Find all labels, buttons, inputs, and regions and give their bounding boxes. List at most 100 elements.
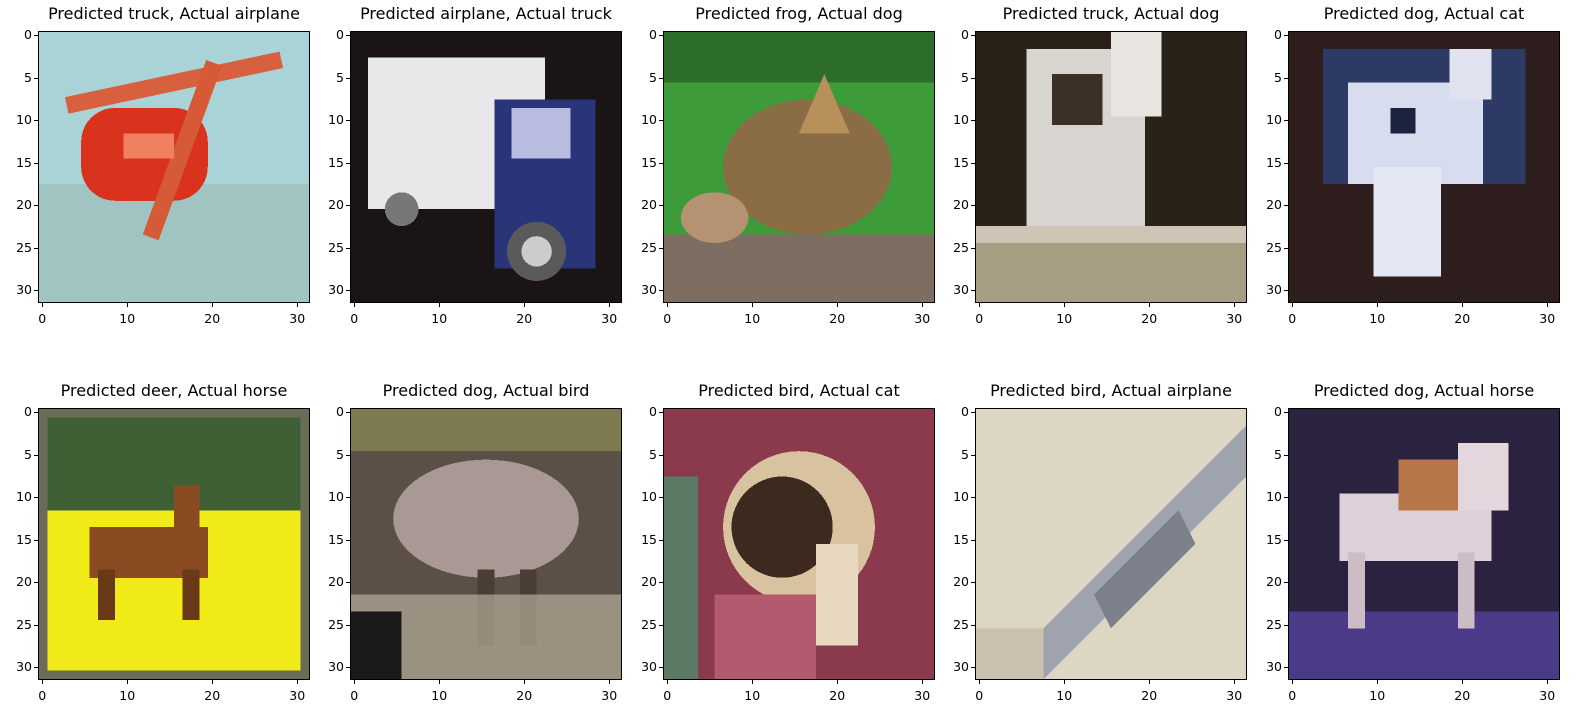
y-tick-label: 5 [1274,446,1282,462]
sample-image [350,31,622,303]
y-tick-label: 25 [953,239,969,255]
y-tick-label: 5 [649,446,657,462]
y-tick-mark [34,77,38,79]
y-tick-mark [1284,205,1288,207]
subplot-panel: Predicted dog, Actual horse 0 5 10 15 20 25 30… [1250,377,1560,712]
x-tick-mark [1149,680,1151,684]
y-tick-mark [346,454,350,456]
x-tick-mark [1547,680,1549,684]
y-tick-mark [971,539,975,541]
subplot-panel: Predicted deer, Actual horse 0 5 10 15 20 25 3… [0,377,310,712]
subplot-title: Predicted truck, Actual airplane [48,4,300,23]
x-tick-label: 0 [1288,311,1297,326]
x-tick-mark [1547,303,1549,307]
x-tick-mark [212,680,214,684]
subplot-title: Predicted dog, Actual horse [1313,381,1535,400]
y-tick-mark [34,162,38,164]
y-tick-mark [971,667,975,669]
y-tick-label: 10 [1266,489,1282,505]
y-tick-label: 10 [953,489,969,505]
y-tick-mark [34,624,38,626]
y-tick-mark [659,35,663,37]
sample-image [1288,31,1560,303]
y-tick-label: 10 [16,112,32,128]
x-tick-label: 0 [663,688,672,703]
y-tick-mark [971,120,975,122]
y-tick-label: 0 [336,27,344,43]
y-tick-label: 15 [953,154,969,170]
x-tick-mark [667,303,669,307]
x-tick-label: 0 [975,311,984,326]
y-tick-label: 10 [16,489,32,505]
y-tick-mark [34,454,38,456]
sample-image [663,31,935,303]
y-tick-label: 0 [24,27,32,43]
x-tick-mark [1064,680,1066,684]
y-tick-label: 0 [1274,27,1282,43]
y-tick-mark [659,624,663,626]
x-tick-mark [1234,680,1236,684]
y-tick-label: 25 [328,239,344,255]
y-tick-mark [659,582,663,584]
y-tick-mark [346,205,350,207]
x-tick-label: 10 [1056,688,1073,703]
subplot-title: Predicted dog, Actual cat [1323,4,1525,23]
x-tick-label: 0 [350,311,359,326]
y-tick-mark [346,667,350,669]
y-tick-mark [346,162,350,164]
y-tick-label: 15 [328,531,344,547]
y-tick-mark [1284,539,1288,541]
y-tick-mark [971,247,975,249]
x-tick-mark [922,680,924,684]
subplot-title: Predicted truck, Actual dog [1002,4,1220,23]
x-tick-mark [837,680,839,684]
y-tick-label: 0 [649,27,657,43]
x-tick-mark [1377,303,1379,307]
y-tick-label: 25 [1266,239,1282,255]
x-tick-label: 0 [38,688,47,703]
subplot-panel: Predicted airplane, Actual truck 0 5 10 15 2… [312,0,622,335]
y-tick-mark [346,582,350,584]
y-tick-mark [971,35,975,37]
y-tick-label: 25 [641,616,657,632]
x-tick-mark [752,303,754,307]
y-tick-mark [346,412,350,414]
x-tick-label: 30 [1539,688,1556,703]
y-tick-label: 0 [961,27,969,43]
y-tick-label: 25 [953,616,969,632]
x-tick-label: 10 [1056,311,1073,326]
y-tick-label: 30 [953,659,969,675]
x-tick-label: 30 [914,311,931,326]
y-tick-mark [971,77,975,79]
x-tick-label: 30 [1226,688,1243,703]
y-tick-mark [34,120,38,122]
y-tick-label: 20 [16,197,32,213]
y-tick-mark [659,120,663,122]
sample-image [350,408,622,680]
y-tick-label: 30 [16,659,32,675]
y-tick-label: 30 [641,659,657,675]
y-tick-label: 30 [328,659,344,675]
x-tick-label: 20 [204,311,221,326]
y-tick-label: 25 [16,239,32,255]
x-tick-label: 10 [431,311,448,326]
y-tick-mark [1284,454,1288,456]
x-tick-mark [1462,303,1464,307]
x-tick-label: 0 [38,311,47,326]
y-tick-mark [971,412,975,414]
sample-image [38,31,310,303]
x-tick-mark [1462,680,1464,684]
y-tick-label: 5 [1274,69,1282,85]
y-tick-mark [1284,412,1288,414]
y-tick-mark [659,454,663,456]
subplot-panel: Predicted truck, Actual airplane 0 5 10 15 2… [0,0,310,335]
y-tick-label: 20 [328,197,344,213]
x-tick-mark [297,680,299,684]
x-tick-label: 0 [350,688,359,703]
y-tick-mark [346,247,350,249]
y-tick-label: 10 [641,112,657,128]
y-tick-mark [346,290,350,292]
y-tick-mark [34,539,38,541]
x-tick-mark [667,680,669,684]
